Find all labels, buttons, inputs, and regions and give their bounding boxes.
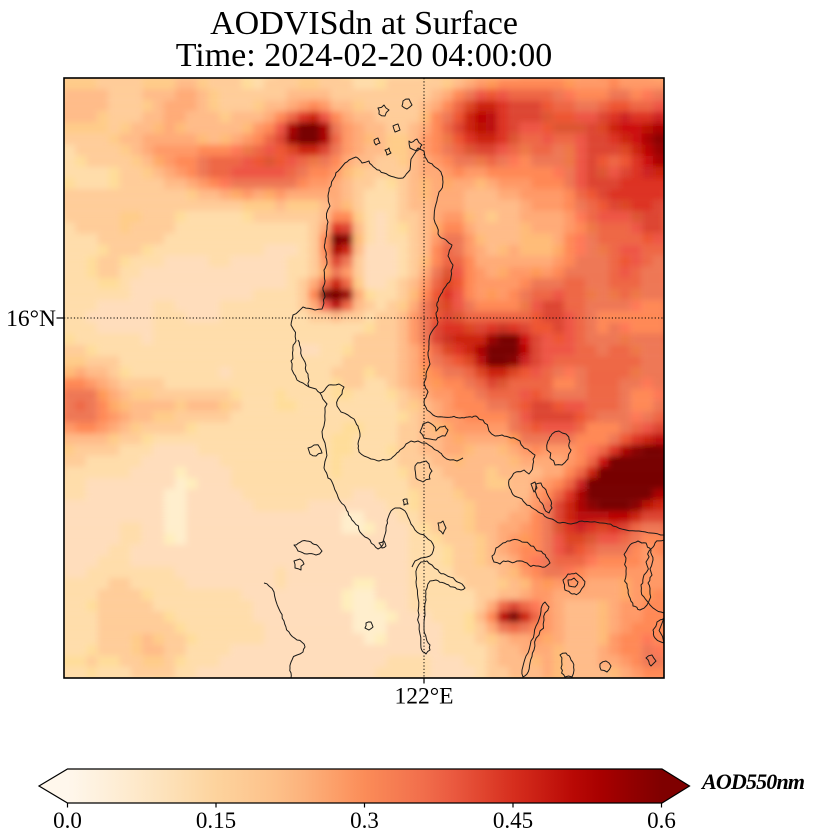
svg-text:AOD550nm: AOD550nm (700, 769, 805, 794)
svg-text:16°N: 16°N (6, 306, 56, 332)
svg-text:122°E: 122°E (394, 684, 453, 710)
svg-text:0.0: 0.0 (53, 808, 82, 833)
svg-text:0.15: 0.15 (196, 808, 236, 833)
svg-text:0.3: 0.3 (350, 808, 379, 833)
svg-text:AODVISdn at Surface: AODVISdn at Surface (210, 5, 518, 42)
svg-text:0.6: 0.6 (647, 808, 676, 833)
svg-text:0.45: 0.45 (493, 808, 533, 833)
svg-text:Time: 2024-02-20 04:00:00: Time: 2024-02-20 04:00:00 (176, 37, 553, 74)
